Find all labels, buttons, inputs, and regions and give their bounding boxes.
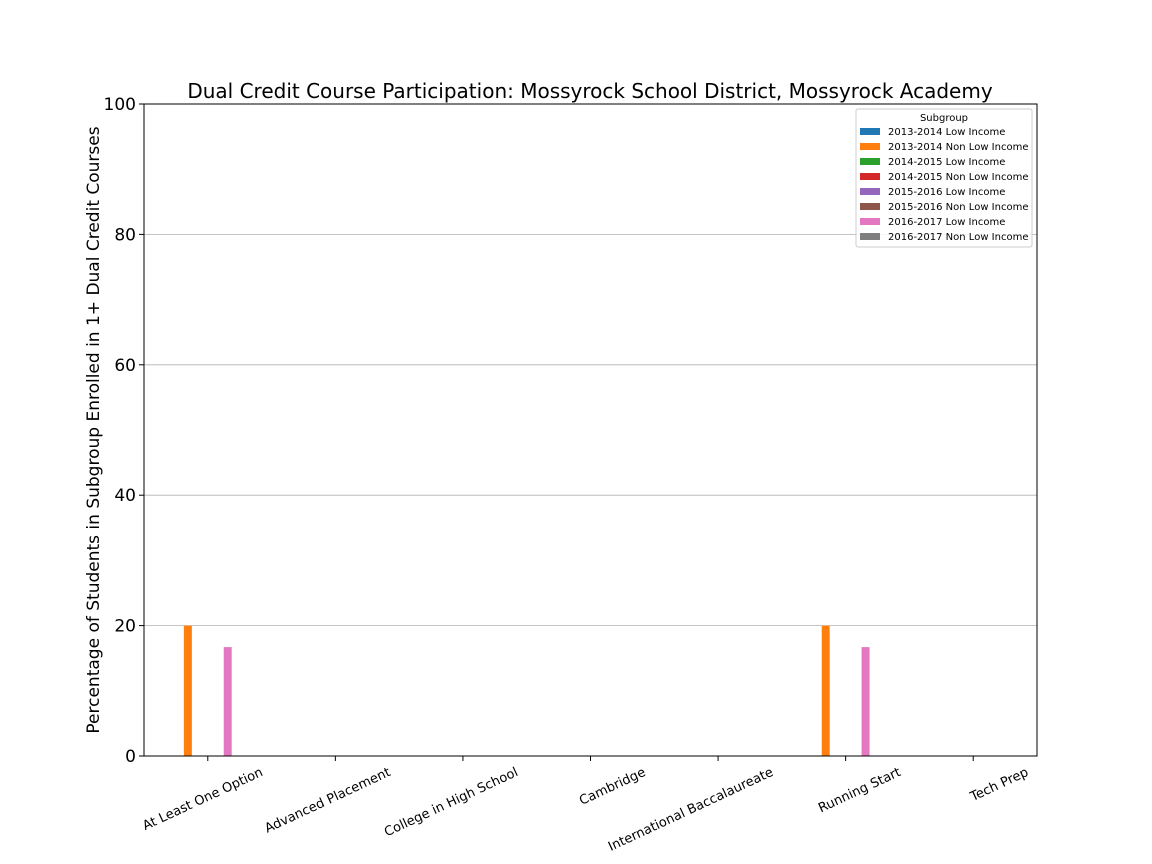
bar	[183, 625, 192, 756]
y-tick-label: 40	[114, 486, 136, 506]
y-axis: 0 20 40 60 80 100	[104, 95, 144, 767]
x-tick-label: Cambridge	[577, 765, 648, 809]
legend-entry: 2013-2014 Low Income	[888, 127, 1005, 138]
y-tick-label: 20	[114, 617, 136, 637]
legend-swatch	[860, 143, 880, 150]
bars	[183, 625, 870, 756]
legend-swatch	[860, 158, 880, 165]
y-axis-label: Percentage of Students in Subgroup Enrol…	[84, 126, 104, 733]
bar	[223, 647, 232, 756]
legend-box	[855, 108, 1033, 248]
legend-swatch	[860, 188, 880, 195]
y-tick-label: 80	[114, 225, 136, 245]
legend-entry: 2015-2016 Non Low Income	[888, 202, 1028, 213]
chart-title: Dual Credit Course Participation: Mossyr…	[187, 79, 992, 103]
y-tick-label: 100	[104, 95, 136, 115]
legend-swatch	[860, 173, 880, 180]
bar	[861, 647, 870, 756]
y-tick-label: 0	[125, 747, 136, 767]
legend-swatch	[860, 203, 880, 210]
legend-entry: 2016-2017 Low Income	[888, 217, 1005, 228]
legend-entry: 2015-2016 Low Income	[888, 187, 1005, 198]
legend-swatch	[860, 128, 880, 135]
y-tick-label: 60	[114, 356, 136, 376]
x-tick-label: Advanced Placement	[263, 765, 393, 836]
legend: Subgroup 2013-2014 Low Income 2013-2014 No…	[855, 108, 1033, 248]
legend-swatch	[860, 218, 880, 225]
x-tick-label: At Least One Option	[141, 765, 266, 834]
x-tick-label: Tech Prep	[967, 765, 1031, 805]
legend-entry: 2016-2017 Non Low Income	[888, 232, 1028, 243]
legend-swatch	[860, 233, 880, 240]
legend-title: Subgroup	[920, 113, 968, 124]
legend-entry: 2014-2015 Low Income	[888, 157, 1005, 168]
bar	[821, 625, 830, 756]
x-tick-label: Running Start	[816, 765, 903, 816]
legend-entry: 2013-2014 Non Low Income	[888, 142, 1028, 153]
x-tick-label: College in High School	[382, 765, 520, 840]
legend-entry: 2014-2015 Non Low Income	[888, 172, 1028, 183]
